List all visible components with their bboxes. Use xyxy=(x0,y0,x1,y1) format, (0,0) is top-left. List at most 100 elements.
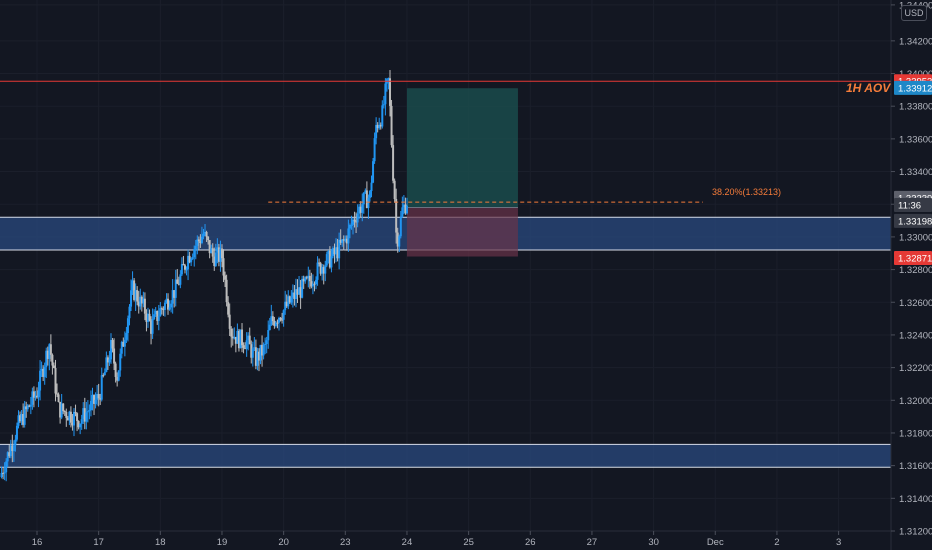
candle-body xyxy=(207,236,210,241)
y-tick-label: 1.33000 xyxy=(899,232,932,243)
candle-body xyxy=(217,247,220,262)
stop-zone xyxy=(406,207,518,257)
candle-body xyxy=(145,313,148,322)
candle-body xyxy=(347,228,350,244)
candle-body xyxy=(119,353,122,371)
candle-body xyxy=(205,231,208,237)
candle-body xyxy=(359,206,362,213)
candle-body xyxy=(49,344,52,355)
candle-body xyxy=(25,406,28,410)
candle-body xyxy=(5,461,8,473)
y-tick-label: 1.31200 xyxy=(899,527,932,538)
candle-body xyxy=(28,405,31,407)
candle-body xyxy=(77,421,80,428)
price-badge-label: 1.32871 xyxy=(898,253,932,264)
candle-body xyxy=(350,224,353,226)
candle-body xyxy=(372,161,375,183)
candle-body xyxy=(35,395,38,398)
candle-body xyxy=(79,423,82,428)
candle-body xyxy=(319,263,322,274)
candle-body xyxy=(245,340,248,349)
candle-body xyxy=(66,417,69,421)
candle-body xyxy=(157,316,160,321)
candle-body xyxy=(65,411,68,418)
candle-body xyxy=(54,368,57,394)
candle-body xyxy=(214,252,217,266)
profit-zone xyxy=(406,88,518,208)
candle-body xyxy=(60,403,63,418)
candle-body xyxy=(163,302,166,310)
candle-body xyxy=(45,350,48,368)
candle-body xyxy=(247,335,250,341)
candle-body xyxy=(85,412,88,422)
candle-body xyxy=(20,414,23,422)
x-tick-label: 18 xyxy=(155,537,166,548)
candle-body xyxy=(32,391,35,398)
candle-body xyxy=(224,275,227,280)
candle-body xyxy=(389,78,392,106)
candle-body xyxy=(34,395,37,398)
candle-body xyxy=(352,219,355,225)
candle-body xyxy=(117,370,120,381)
currency-button[interactable]: USD xyxy=(901,5,927,21)
candle-body xyxy=(23,406,26,425)
candle-body xyxy=(170,303,173,308)
candle-body xyxy=(242,345,245,348)
candle-body xyxy=(165,298,168,303)
candle-body xyxy=(379,124,382,127)
candle-body xyxy=(131,280,134,291)
candle-body xyxy=(368,191,371,198)
candle-body xyxy=(137,301,140,307)
candle-body xyxy=(290,297,293,303)
long-position-tool[interactable] xyxy=(406,88,518,257)
candle-body xyxy=(46,350,49,359)
candle-body xyxy=(68,411,71,421)
candle-body xyxy=(159,308,162,317)
candle-body xyxy=(387,78,390,80)
candle-body xyxy=(151,319,154,334)
candle-body xyxy=(37,390,40,398)
candle-body xyxy=(74,411,77,414)
candle-body xyxy=(140,296,143,304)
candle-body xyxy=(88,410,91,412)
candle-body xyxy=(278,317,281,323)
candle-body xyxy=(378,124,381,129)
candle-body xyxy=(370,182,373,192)
candle-body xyxy=(335,247,338,255)
candle-body xyxy=(134,290,137,300)
price-badge xyxy=(894,213,932,228)
candle-body xyxy=(150,320,153,334)
candle-body xyxy=(398,236,401,247)
candle-body xyxy=(338,239,341,259)
candle-body xyxy=(311,283,314,287)
candle-body xyxy=(11,445,14,452)
candle-body xyxy=(310,281,313,287)
y-tick-label: 1.33600 xyxy=(899,134,932,145)
candle-body xyxy=(265,340,268,345)
candle-body xyxy=(333,248,336,255)
candle-body xyxy=(382,104,385,106)
candle-body xyxy=(373,138,376,162)
candle-body xyxy=(179,274,182,285)
candle-body xyxy=(305,277,308,279)
candle-body xyxy=(304,277,307,282)
candle-body xyxy=(399,216,402,237)
candle-body xyxy=(274,322,277,326)
candle-body xyxy=(72,411,75,426)
candle-body xyxy=(102,375,105,377)
candle-body xyxy=(324,265,327,274)
candle-body xyxy=(381,105,384,127)
candle-body xyxy=(193,249,196,258)
candle-body xyxy=(213,256,216,266)
candle-body xyxy=(93,395,96,404)
candle-body xyxy=(128,306,131,319)
candle-body xyxy=(191,257,194,259)
candle-body xyxy=(348,224,351,229)
candle-body xyxy=(200,236,203,244)
candle-body xyxy=(287,296,290,307)
candle-body xyxy=(51,354,54,366)
candle-body xyxy=(301,278,304,298)
candle-body xyxy=(291,292,294,298)
